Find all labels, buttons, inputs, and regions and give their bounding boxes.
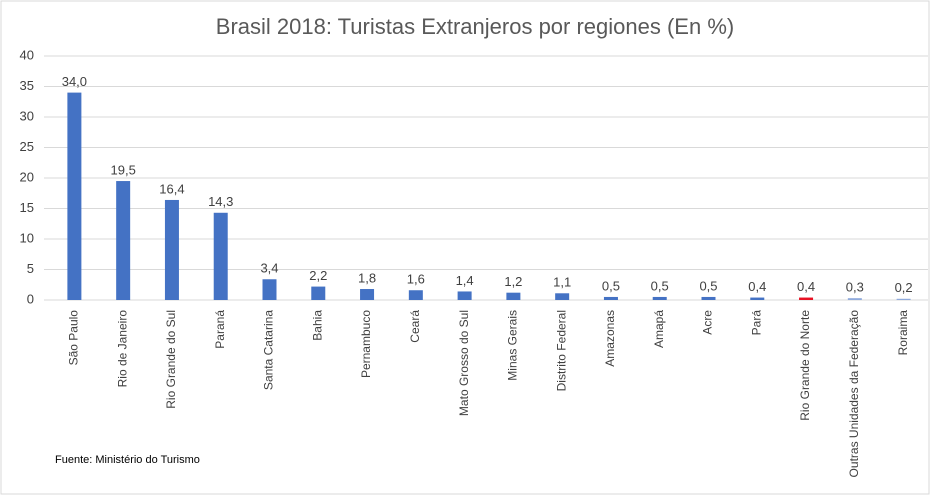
bar: [847, 298, 862, 300]
x-tick-label: Santa Catarina: [262, 310, 276, 390]
x-tick-label: Distrito Federal: [554, 310, 568, 391]
y-tick-label: 30: [20, 108, 34, 123]
data-label: 0,5: [651, 278, 669, 293]
y-tick-label: 10: [20, 230, 34, 245]
x-tick-label: Roraima: [896, 310, 910, 356]
data-label: 1,8: [358, 270, 376, 285]
data-label: 2,2: [309, 268, 327, 283]
y-tick-label: 5: [27, 261, 34, 276]
data-label: 1,1: [553, 275, 571, 290]
data-label: 0,3: [846, 280, 864, 295]
data-label: 1,4: [456, 273, 474, 288]
y-tick-label: 20: [20, 169, 34, 184]
bar: [603, 296, 618, 300]
data-label: 19,5: [111, 162, 136, 177]
x-tick-label: Bahia: [310, 310, 324, 341]
data-label: 3,4: [260, 261, 278, 276]
data-label: 14,3: [208, 194, 233, 209]
bar: [457, 291, 472, 300]
x-tick-label: Amazonas: [603, 310, 617, 367]
y-tick-label: 15: [20, 200, 34, 215]
chart-title: Brasil 2018: Turistas Extranjeros por re…: [216, 14, 734, 39]
bar: [701, 296, 716, 300]
y-tick-label: 40: [20, 47, 34, 62]
x-tick-label: Minas Gerais: [506, 310, 520, 381]
bar: [896, 298, 911, 300]
x-tick-label: Mato Grosso do Sul: [457, 310, 471, 416]
y-tick-label: 25: [20, 139, 34, 154]
bar: [116, 181, 131, 300]
bar: [750, 297, 765, 300]
x-tick-label: Rio Grande do Norte: [798, 310, 812, 421]
x-tick-label: Pará: [749, 310, 763, 336]
x-tick-label: Paraná: [213, 310, 227, 349]
data-label: 0,5: [602, 278, 620, 293]
bar: [799, 297, 814, 300]
data-label: 0,5: [699, 278, 717, 293]
bar: [408, 290, 423, 300]
bar: [652, 296, 667, 300]
bar: [164, 199, 179, 300]
y-tick-label: 35: [20, 78, 34, 93]
data-label: 1,2: [504, 274, 522, 289]
x-tick-label: Rio de Janeiro: [115, 310, 129, 388]
data-label: 0,4: [748, 279, 766, 294]
bar: [67, 92, 82, 300]
x-tick-label: Pernambuco: [359, 310, 373, 378]
data-label: 0,2: [895, 280, 913, 295]
x-tick-label: São Paulo: [67, 310, 81, 366]
data-label: 1,6: [407, 272, 425, 287]
y-tick-label: 0: [27, 291, 34, 306]
bar: [506, 292, 521, 300]
bar: [311, 286, 326, 300]
data-label: 34,0: [62, 74, 87, 89]
x-tick-label: Ceará: [408, 310, 422, 343]
source-note: Fuente: Ministério do Turismo: [55, 454, 200, 466]
x-tick-label: Acre: [701, 310, 715, 335]
data-label: 0,4: [797, 279, 815, 294]
bar: [213, 212, 228, 300]
bar: [555, 293, 570, 300]
bar: [360, 289, 375, 300]
x-tick-label: Outras Unidades da Federação: [847, 310, 861, 478]
x-tick-label: Rio Grande do Sul: [164, 310, 178, 409]
data-label: 16,4: [159, 181, 184, 196]
x-tick-label: Amapá: [652, 310, 666, 348]
bar: [262, 279, 277, 300]
